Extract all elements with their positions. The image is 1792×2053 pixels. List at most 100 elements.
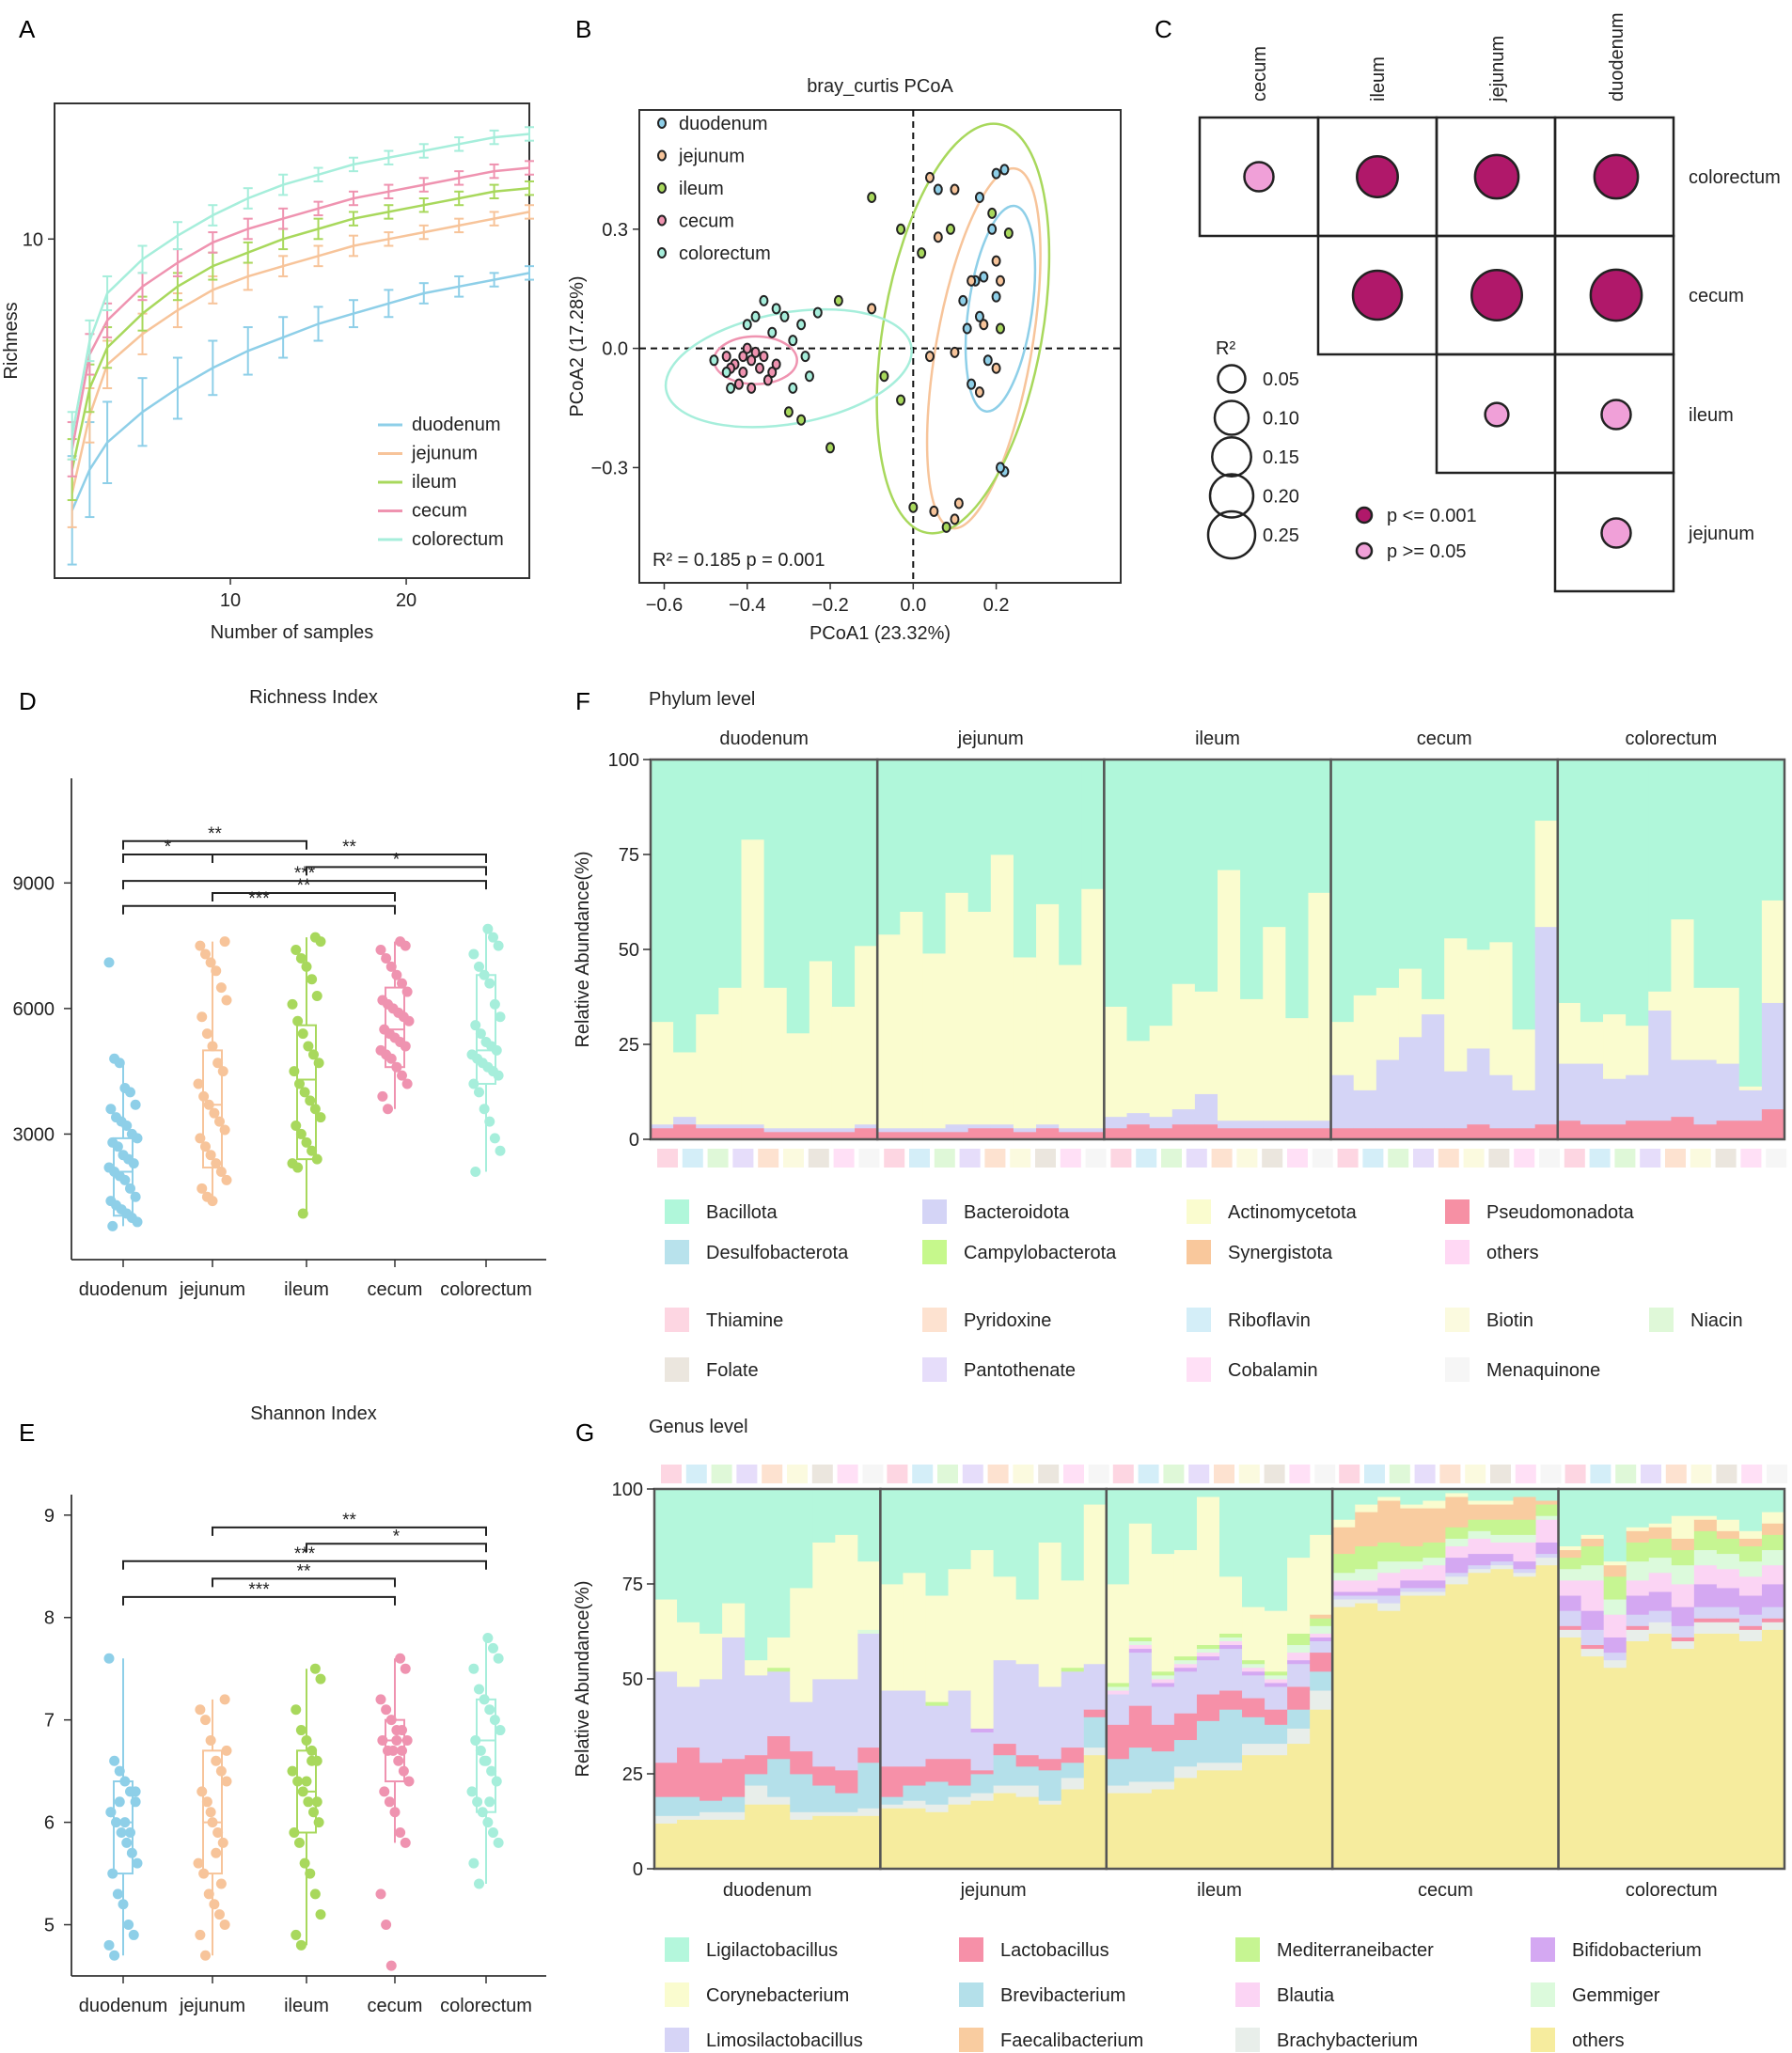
- y-tick-label: 0.0: [602, 339, 628, 360]
- bar-segment-mediterraneibacter: [1196, 1644, 1220, 1650]
- y-tick-label: 3000: [13, 1124, 55, 1145]
- r2-circle-ileum-duodenum: [1600, 399, 1632, 431]
- data-point-jejunum: [205, 957, 216, 968]
- vitamin-legend-swatch-biotin: [1445, 1308, 1470, 1332]
- bar-segment-corynebacterium: [700, 1633, 723, 1680]
- data-point-jejunum: [200, 1715, 211, 1726]
- bar-segment-actinomycetota: [763, 987, 788, 1129]
- data-point-ileum: [287, 998, 298, 1010]
- legend-swatch-actinomycetota: [1187, 1199, 1211, 1224]
- bar-segment-others: [970, 1800, 995, 1870]
- bar-segment-actinomycetota: [1126, 1040, 1151, 1114]
- series-line-cecum: [71, 166, 530, 450]
- series-line-ileum: [71, 186, 530, 470]
- data-point-duodenum: [107, 1868, 118, 1879]
- panel-letter-b: B: [575, 15, 591, 43]
- legend-marker-jejunum: [657, 149, 667, 162]
- bar-segment-blautia: [1648, 1572, 1673, 1592]
- bar-segment-lactobacillus: [993, 1743, 1017, 1756]
- bar-segment-bacillota: [651, 760, 674, 1023]
- bar-segment-limosilactobacillus: [993, 1659, 1017, 1745]
- bar-segment-actinomycetota: [1489, 941, 1514, 1075]
- data-point-ileum: [308, 1049, 319, 1060]
- bar-segment-actinomycetota: [1240, 998, 1264, 1121]
- legend-label-actinomycetota: Actinomycetota: [1228, 1202, 1358, 1223]
- data-point-ileum: [295, 1725, 307, 1736]
- vitamin-legend-label-riboflavin: Riboflavin: [1228, 1310, 1311, 1331]
- data-point-colorectum: [475, 1028, 486, 1040]
- bar-segment-lactobacillus: [745, 1754, 768, 1775]
- data-point-colorectum: [484, 978, 495, 989]
- data-point-cecum: [395, 1826, 406, 1838]
- data-point-cecum: [400, 1837, 411, 1848]
- legend-swatch-bacillota: [665, 1199, 689, 1224]
- vitamin-strip-cell: [787, 1465, 808, 1483]
- bar-segment-others: [857, 1815, 881, 1870]
- vitamin-strip-cell: [682, 1149, 703, 1168]
- data-point-duodenum: [103, 1939, 115, 1951]
- data-point-jejunum: [214, 1116, 225, 1127]
- bar-segment-others: [1061, 1789, 1085, 1870]
- bar-segment-others: [722, 1819, 746, 1870]
- data-point-colorectum: [472, 1796, 483, 1808]
- bar-segment-blautia: [1626, 1579, 1650, 1596]
- bar-segment-blautia: [1716, 1568, 1740, 1589]
- bar-segment-brevibacterium: [903, 1785, 927, 1801]
- point-cecum: [755, 362, 764, 374]
- data-point-colorectum: [493, 1070, 504, 1081]
- bar-segment-bacteroidota: [1422, 1013, 1445, 1129]
- size-legend-circle: [1217, 364, 1247, 394]
- bar-segment-blautia: [1219, 1640, 1243, 1646]
- bar-segment-corynebacterium: [970, 1549, 995, 1729]
- significance-label: ***: [248, 889, 270, 909]
- bar-segment-ligilactobacillus: [880, 1489, 904, 1585]
- vitamin-strip-cell: [732, 1149, 754, 1168]
- bar-segment-blautia: [1693, 1564, 1718, 1585]
- vitamin-strip-cell: [657, 1149, 678, 1168]
- bar-segment-gemmiger: [1423, 1557, 1446, 1566]
- data-point-jejunum: [203, 1099, 214, 1110]
- bar-segment-bifidobacterium: [1738, 1595, 1763, 1615]
- bar-segment-brevibacterium: [1106, 1758, 1130, 1786]
- bar-segment-blautia: [1423, 1564, 1446, 1581]
- bar-segment-bacillota: [922, 760, 947, 954]
- data-point-colorectum: [489, 1133, 500, 1144]
- vitamin-strip-cell: [1589, 1149, 1611, 1168]
- bar-segment-faecalibacterium: [1626, 1530, 1650, 1543]
- data-point-jejunum: [205, 1150, 216, 1161]
- data-point-ileum: [287, 1765, 298, 1777]
- bar-segment-others: [1219, 1769, 1243, 1870]
- bar-segment-bacillota: [1285, 760, 1310, 1019]
- bar-segment-gemmiger: [1377, 1560, 1401, 1574]
- data-point-colorectum: [468, 1078, 479, 1089]
- bar-segment-gemmiger: [1626, 1560, 1650, 1581]
- bar-segment-bacteroidota: [1671, 1059, 1695, 1118]
- bar-segment-actinomycetota: [1716, 987, 1740, 1064]
- bar-segment-bacteroidota: [1489, 1074, 1514, 1129]
- data-point-ileum: [295, 1128, 307, 1139]
- bar-segment-bacillota: [945, 760, 969, 893]
- bar-segment-bacillota: [1693, 760, 1718, 988]
- data-point-colorectum: [491, 1044, 502, 1056]
- bar-segment-actinomycetota: [1648, 991, 1672, 1011]
- bar-segment-pseudomonadota: [1285, 1127, 1310, 1140]
- y-axis-label: Richness: [1, 302, 22, 379]
- panel-letters: A B C D F E G: [19, 15, 1172, 1447]
- data-point-ileum: [307, 1755, 318, 1766]
- bar-segment-corynebacterium: [1761, 1512, 1785, 1524]
- data-point-duodenum: [105, 1104, 117, 1115]
- bar-segment-mediterraneibacter: [1061, 1667, 1085, 1672]
- bar-segment-bacteroidota: [922, 1127, 947, 1133]
- bar-segment-lactobacillus: [948, 1758, 972, 1786]
- data-point-duodenum: [118, 1899, 129, 1910]
- legend-label-brevibacterium: Brevibacterium: [1000, 1985, 1125, 2006]
- legend-label-duodenum: duodenum: [679, 114, 768, 134]
- data-point-duodenum: [111, 1817, 121, 1828]
- bar-segment-limosilactobacillus: [1106, 1694, 1130, 1725]
- bar-segment-bacteroidota: [1398, 1036, 1423, 1129]
- data-point-duodenum: [132, 1133, 143, 1144]
- data-point-duodenum: [126, 1847, 137, 1858]
- data-point-duodenum: [130, 1191, 141, 1202]
- bar-segment-pseudomonadota: [967, 1127, 992, 1140]
- bar-segment-others: [1513, 1575, 1537, 1870]
